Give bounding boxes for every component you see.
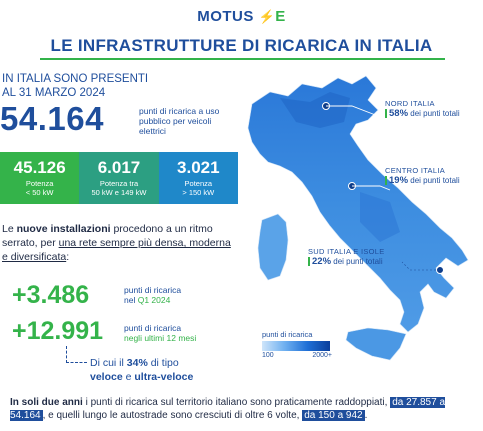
- sardinia-shape: [257, 213, 289, 281]
- region-stat: 22% dei punti totali: [308, 257, 385, 267]
- q1-increase-desc: punti di ricarica nel Q1 2024: [124, 285, 181, 305]
- region-name: SUD ITALIA E ISOLE: [308, 247, 385, 256]
- region-pct: 22%: [312, 256, 332, 267]
- legend-min: 100: [262, 352, 274, 359]
- region-stat: 58% dei punti totali: [385, 109, 460, 119]
- total-points-value: 54.164: [0, 100, 104, 137]
- footer-highlight: da 150 a 942: [302, 410, 365, 421]
- intro-text: IN ITALIA SONO PRESENTI AL 31 MARZO 2024: [2, 72, 148, 100]
- footer-bold: In soli due anni: [10, 397, 83, 408]
- region-center: CENTRO ITALIA 19% dei punti totali: [385, 166, 460, 186]
- region-desc: dei punti totali: [408, 176, 460, 185]
- tile-label-2: < 50 kW: [25, 188, 54, 197]
- fast-text: e: [122, 371, 135, 383]
- y-desc-line2: negli ultimi 12 mesi: [124, 333, 197, 343]
- footer-text: , e quelli lungo le autostrade sono cres…: [42, 410, 303, 421]
- para-bold: nuove installazioni: [16, 223, 111, 235]
- tile-label-2: 50 kW e 149 kW: [91, 188, 147, 197]
- dashed-connector: [66, 346, 87, 363]
- legend-ticks: 100 2000+: [262, 352, 332, 359]
- region-stat: 19% dei punti totali: [385, 176, 460, 186]
- map-legend: punti di ricarica 100 2000+: [262, 330, 332, 359]
- region-name: CENTRO ITALIA: [385, 166, 446, 175]
- q1-increase-value: +3.486: [12, 281, 90, 309]
- yearly-increase-desc: punti di ricarica negli ultimi 12 mesi: [124, 323, 196, 343]
- fast-type: veloce: [90, 371, 123, 383]
- footer-text: .: [364, 410, 368, 421]
- footer-summary: In soli due anni i punti di ricarica sul…: [10, 396, 476, 422]
- tile-label-1: Potenza: [184, 179, 213, 188]
- region-south: SUD ITALIA E ISOLE 22% dei punti totali: [308, 247, 385, 267]
- region-desc: dei punti totali: [331, 257, 383, 266]
- region-name: NORD ITALIA: [385, 99, 435, 108]
- green-bar: [308, 257, 310, 267]
- region-north: NORD ITALIA 58% dei punti totali: [385, 99, 460, 119]
- q1-desc-period: Q1 2024: [137, 295, 171, 305]
- legend-gradient: [262, 341, 330, 351]
- logo-e: E: [275, 8, 286, 25]
- q1-desc-line1: punti di ricarica: [124, 285, 182, 295]
- intro-line-2: AL 31 MARZO 2024: [2, 87, 106, 99]
- yearly-increase-value: +12.991: [12, 317, 104, 345]
- total-points-desc: punti di ricarica a uso pubblico per vei…: [139, 106, 220, 136]
- para-underlined: una rete sempre più densa, moderna e div…: [2, 237, 231, 263]
- green-bar: [385, 176, 387, 186]
- fast-pct: 34%: [126, 357, 148, 369]
- ultra-fast-type: ultra-veloce: [134, 371, 194, 383]
- q1-desc-line2: nel Q1 2024: [124, 295, 181, 305]
- installations-paragraph: Le nuove installazioni procedono a un ri…: [2, 222, 234, 264]
- q1-desc-text: nel: [124, 295, 138, 305]
- sicily-shape: [345, 327, 407, 361]
- fast-line2: veloce e ultra-veloce: [90, 370, 193, 384]
- para-text: procedono a un ritmo serrato, per: [2, 223, 213, 249]
- fast-text: Di cui il: [90, 357, 127, 369]
- region-pct: 58%: [389, 108, 409, 119]
- tile-label-2: > 150 kW: [182, 188, 215, 197]
- tile-value: 45.126: [13, 158, 66, 177]
- green-bar: [385, 109, 387, 119]
- intro-line-1: IN ITALIA SONO PRESENTI: [2, 73, 149, 85]
- tile-label-1: Potenza: [25, 179, 54, 188]
- region-pct: 19%: [389, 175, 409, 186]
- y-desc-line1: punti di ricarica: [124, 323, 182, 333]
- region-desc: dei punti totali: [408, 109, 460, 118]
- bolt-icon: ⚡: [258, 9, 276, 24]
- fast-text: di tipo: [147, 357, 179, 369]
- page-title: LE INFRASTRUTTURE DI RICARICA IN ITALIA: [50, 36, 433, 55]
- mainland-shape: [247, 75, 469, 333]
- fast-charging-note: Di cui il 34% di tipo veloce e ultra-vel…: [90, 356, 193, 384]
- tile-value: 6.017: [97, 158, 141, 177]
- para-text: Le: [2, 223, 17, 235]
- tile-under-50kw: 45.126 Potenza < 50 kW: [0, 152, 80, 204]
- motus-e-logo: MOTUS ⚡E: [0, 8, 483, 25]
- footer-text: i punti di ricarica sul territorio itali…: [82, 397, 391, 408]
- title-underline: [40, 58, 445, 60]
- legend-title: punti di ricarica: [262, 330, 313, 339]
- legend-max: 2000+: [312, 352, 332, 359]
- tile-over-150kw: 3.021 Potenza > 150 kW: [158, 152, 238, 204]
- logo-text: MOTUS: [197, 8, 254, 25]
- para-text: :: [66, 251, 70, 263]
- tile-50-149kw: 6.017 Potenza tra 50 kW e 149 kW: [79, 152, 159, 204]
- tile-value: 3.021: [177, 158, 220, 177]
- power-tiles: 45.126 Potenza < 50 kW 6.017 Potenza tra…: [0, 152, 238, 204]
- fast-line1: Di cui il 34% di tipo: [90, 356, 193, 370]
- italy-map: [247, 75, 469, 361]
- tile-label-1: Potenza tra: [99, 179, 139, 188]
